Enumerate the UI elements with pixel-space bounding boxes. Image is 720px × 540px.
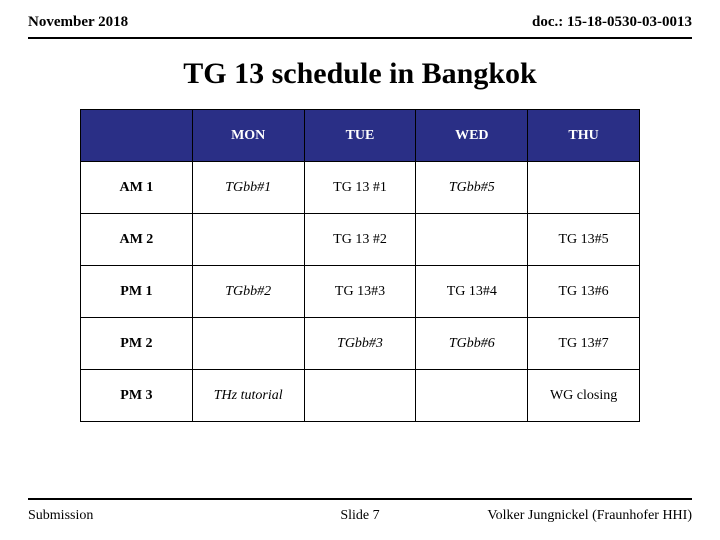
day-header: THU: [528, 110, 640, 162]
cell: TGbb#6: [416, 318, 528, 370]
cell: [192, 318, 304, 370]
table-row: PM 2 TGbb#3 TGbb#6 TG 13#7: [81, 318, 640, 370]
cell: [192, 214, 304, 266]
cell: TG 13#7: [528, 318, 640, 370]
cell: [416, 370, 528, 422]
slide-header: November 2018 doc.: 15-18-0530-03-0013: [0, 0, 720, 35]
cell: TGbb#5: [416, 162, 528, 214]
slide-footer: Submission Slide 7 Volker Jungnickel (Fr…: [28, 508, 692, 524]
cell: TGbb#2: [192, 266, 304, 318]
cell: TG 13#6: [528, 266, 640, 318]
row-label: PM 1: [81, 266, 193, 318]
cell: TGbb#3: [304, 318, 416, 370]
cell: TG 13#4: [416, 266, 528, 318]
cell: TG 13#3: [304, 266, 416, 318]
footer-rule: [28, 498, 692, 500]
cell: [416, 214, 528, 266]
table-row: AM 2 TG 13 #2 TG 13#5: [81, 214, 640, 266]
table-header-row: MON TUE WED THU: [81, 110, 640, 162]
day-header: WED: [416, 110, 528, 162]
cell: [528, 162, 640, 214]
footer-left: Submission: [28, 508, 93, 524]
header-rule: [28, 37, 692, 39]
cell: TG 13#5: [528, 214, 640, 266]
row-label: AM 1: [81, 162, 193, 214]
cell: TG 13 #1: [304, 162, 416, 214]
cell: WG closing: [528, 370, 640, 422]
table-row: PM 1 TGbb#2 TG 13#3 TG 13#4 TG 13#6: [81, 266, 640, 318]
header-doc-number: doc.: 15-18-0530-03-0013: [532, 14, 692, 31]
header-date: November 2018: [28, 14, 128, 31]
cell: THz tutorial: [192, 370, 304, 422]
day-header: TUE: [304, 110, 416, 162]
footer-author: Volker Jungnickel (Fraunhofer HHI): [487, 508, 692, 524]
table-row: AM 1 TGbb#1 TG 13 #1 TGbb#5: [81, 162, 640, 214]
row-label: AM 2: [81, 214, 193, 266]
row-label: PM 2: [81, 318, 193, 370]
table-row: PM 3 THz tutorial WG closing: [81, 370, 640, 422]
row-label: PM 3: [81, 370, 193, 422]
cell: TG 13 #2: [304, 214, 416, 266]
cell: TGbb#1: [192, 162, 304, 214]
cell: [304, 370, 416, 422]
schedule-table: MON TUE WED THU AM 1 TGbb#1 TG 13 #1 TGb…: [80, 109, 640, 422]
header-blank: [81, 110, 193, 162]
day-header: MON: [192, 110, 304, 162]
slide-title: TG 13 schedule in Bangkok: [0, 57, 720, 91]
